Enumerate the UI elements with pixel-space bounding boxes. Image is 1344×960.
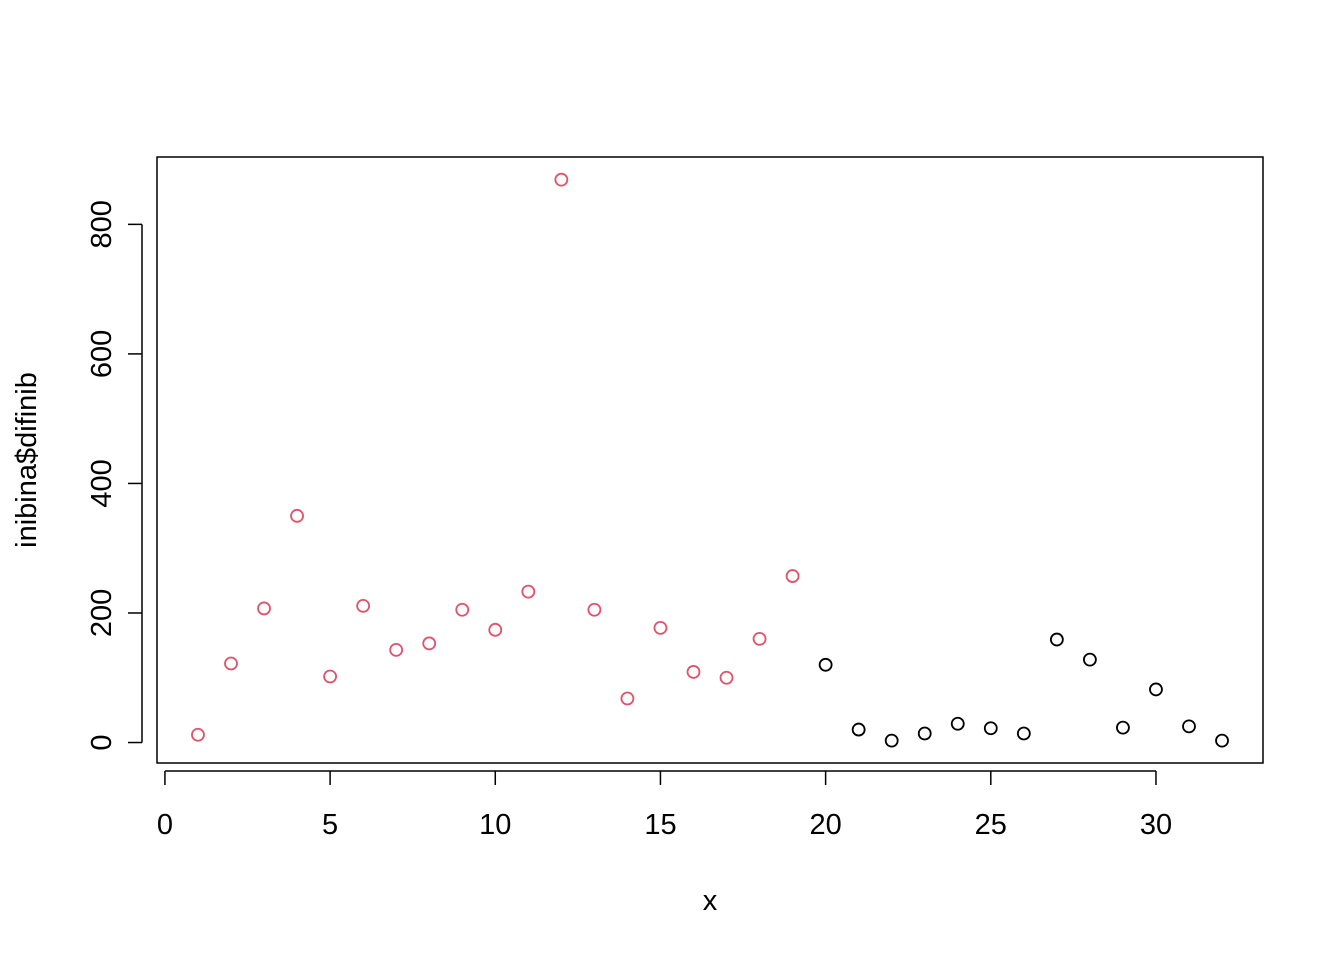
x-tick-label: 30 [1140,809,1172,841]
y-tick-label: 800 [86,200,118,248]
data-point [422,636,437,651]
y-axis: 0 200 400 600 800 [86,200,143,751]
data-point [356,598,371,613]
data-point [554,172,569,187]
data-point [884,733,899,748]
data-point [818,657,833,672]
data-point [917,726,932,741]
data-point [224,656,238,671]
x-tick-label: 25 [975,809,1007,841]
data-point [950,716,965,731]
data-point [1082,652,1097,667]
data-point [587,602,602,617]
data-point [389,643,404,657]
data-point [257,601,271,616]
x-tick-label: 5 [322,809,338,841]
plot-frame [156,156,1264,764]
data-points [191,172,1229,748]
data-point [290,508,304,523]
data-point [521,584,536,599]
y-tick-label: 200 [86,589,118,637]
data-point [620,691,635,706]
y-tick-label: 0 [86,734,118,750]
data-point [323,669,338,684]
data-point [488,622,503,637]
y-tick-label: 600 [86,330,118,378]
data-point [653,620,668,635]
x-tick-label: 20 [809,809,841,841]
x-tick-label: 10 [479,809,511,841]
x-tick-label: 0 [157,809,173,841]
x-tick-label: 15 [644,809,676,841]
data-point [455,602,470,617]
x-axis-label: x [703,885,718,917]
y-axis-label: inibina$difinib [11,372,43,548]
data-point [851,722,866,737]
y-tick-label: 400 [86,459,118,507]
data-point [1016,726,1031,741]
data-point [983,721,998,736]
data-point [1116,720,1130,735]
data-point [1149,682,1163,697]
data-point [686,665,701,679]
data-point [785,569,800,583]
data-point [1215,733,1229,748]
data-point [752,631,767,646]
data-point [719,670,734,685]
data-point [191,727,205,742]
data-point [1049,632,1064,647]
data-point [1182,719,1196,734]
x-axis: 0 5 10 15 20 25 30 [157,770,1172,841]
